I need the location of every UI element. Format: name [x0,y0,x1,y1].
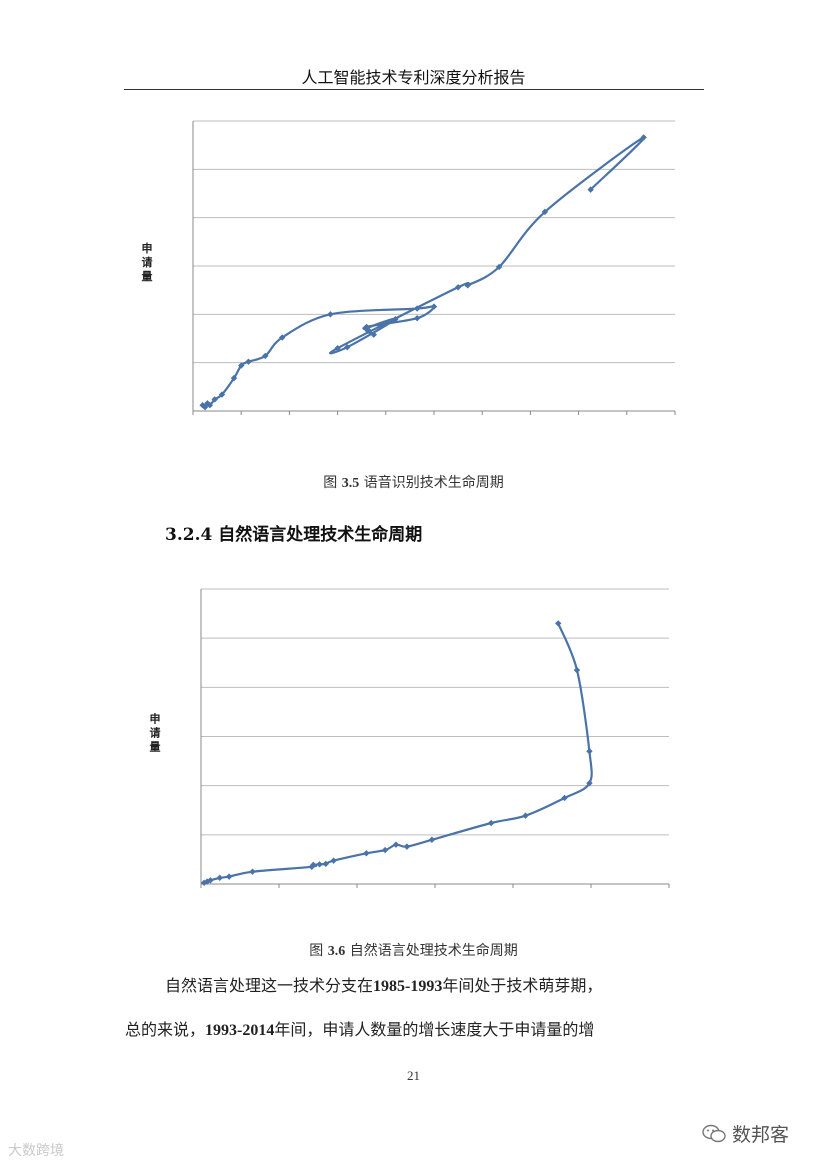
body-paragraph-line-1: 自然语言处理这一技术分支在1985-1993年间处于技术萌芽期， [165,972,602,996]
y-axis-label: 申请量 [150,712,161,754]
data-point-marker [403,843,411,850]
data-point-marker [363,850,370,857]
data-point-marker [413,315,421,322]
data-point-marker [541,208,549,216]
data-point-marker [245,358,252,365]
data-point-marker [344,344,351,351]
body-text: 自然语言处理这一技术分支在 [165,976,374,995]
header-rule [124,89,704,90]
figure-3-6-caption: 图 3.6 自然语言处理技术生命周期 [0,940,827,960]
caption-number: 3.6 [327,944,346,959]
data-point-marker [495,263,503,271]
data-point-marker [249,868,256,875]
data-point-marker [322,860,329,868]
data-point-marker [586,780,593,787]
watermark-left: 大数跨境 [8,1143,64,1159]
data-point-marker [587,186,594,193]
watermark-text: 数邦客 [732,1124,790,1146]
data-point-marker [207,877,214,884]
data-point-marker [413,305,421,312]
data-point-marker [381,846,389,854]
caption-prefix: 图 [309,943,324,959]
data-point-marker [392,315,399,323]
data-point-marker [555,620,562,627]
report-title: 人工智能技术专利深度分析报告 [301,68,526,87]
data-point-marker [487,819,495,827]
data-point-marker [230,374,238,382]
data-point-marker [330,857,337,864]
data-point-marker [392,841,400,848]
data-point-marker [363,325,370,333]
data-point-marker [238,362,245,369]
data-point-marker [206,402,214,409]
caption-prefix: 图 [323,475,338,491]
speech-recognition-lifecycle-chart: 申请量 [142,120,676,415]
data-point-marker [334,344,341,352]
data-point-marker [327,311,334,318]
data-point-marker [218,391,226,398]
data-point-marker [428,836,436,843]
data-point-marker [316,861,323,868]
y-axis-label: 申请量 [142,241,153,283]
data-point-marker [216,874,223,882]
caption-text: 语音识别技术生命周期 [363,475,504,491]
data-point-marker [573,666,581,674]
body-paragraph-line-2: 总的来说，1993-2014年间，申请人数量的增长速度大于申请量的增 [125,1016,594,1040]
body-text: 总的来说， [125,1020,206,1039]
data-point-marker [225,873,233,880]
section-heading: 3.2.4 自然语言处理技术生命周期 [165,525,423,545]
data-point-marker [586,748,593,755]
data-point-marker [310,861,317,869]
wechat-icon [702,1124,726,1143]
data-point-marker [454,284,462,291]
nlp-lifecycle-chart: 申请量 [150,588,670,888]
body-text: 年间，申请人数量的增长速度大于申请量的增 [274,1020,595,1039]
data-point-marker [308,863,315,870]
caption-number: 3.5 [341,476,360,491]
data-point-marker [278,334,286,341]
data-point-marker [262,352,269,360]
data-point-marker [464,282,471,289]
data-point-marker [204,878,211,885]
figure-3-5-caption: 图 3.5 语音识别技术生命周期 [0,472,827,492]
watermark-right: 数邦客 [702,1120,789,1147]
page-number: 21 [407,1068,420,1083]
series-line [201,136,646,409]
data-point-marker [522,812,529,819]
data-point-marker [370,331,377,338]
data-point-marker [430,303,438,310]
data-point-marker [640,134,647,141]
data-point-marker [211,396,218,403]
body-text: 年间处于技术萌芽期， [442,976,603,995]
year-range: 1993-2014 [205,1022,275,1039]
data-point-marker [561,794,568,802]
caption-text: 自然语言处理技术生命周期 [349,943,518,959]
year-range: 1985-1993 [373,978,443,995]
